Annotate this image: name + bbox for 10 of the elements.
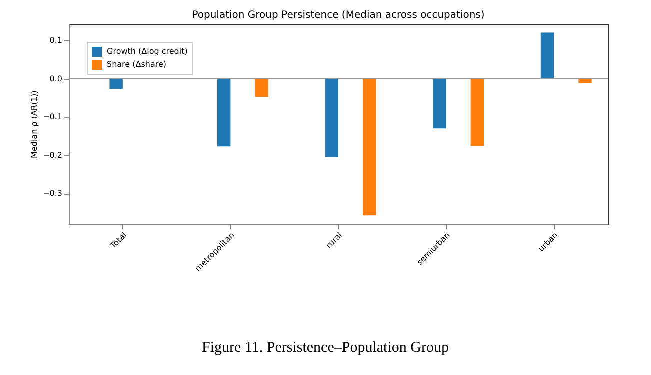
y-tick-label: −0.3 (43, 189, 62, 198)
y-tick-label: −0.1 (43, 112, 62, 122)
chart-title: Population Group Persistence (Median across occupations) (192, 10, 485, 21)
y-tick-label: 0.0 (50, 74, 62, 84)
y-tick-label: 0.1 (50, 36, 62, 45)
caption: Figure 11. Persistence–Population Group (201, 340, 450, 357)
legend-label: Growth (Δlog credit) (107, 47, 188, 56)
y-tick-label: −0.2 (43, 150, 62, 160)
y-axis-title: Median ρ (AR(1)) (30, 90, 40, 158)
legend-label: Share (Δshare) (107, 60, 167, 69)
